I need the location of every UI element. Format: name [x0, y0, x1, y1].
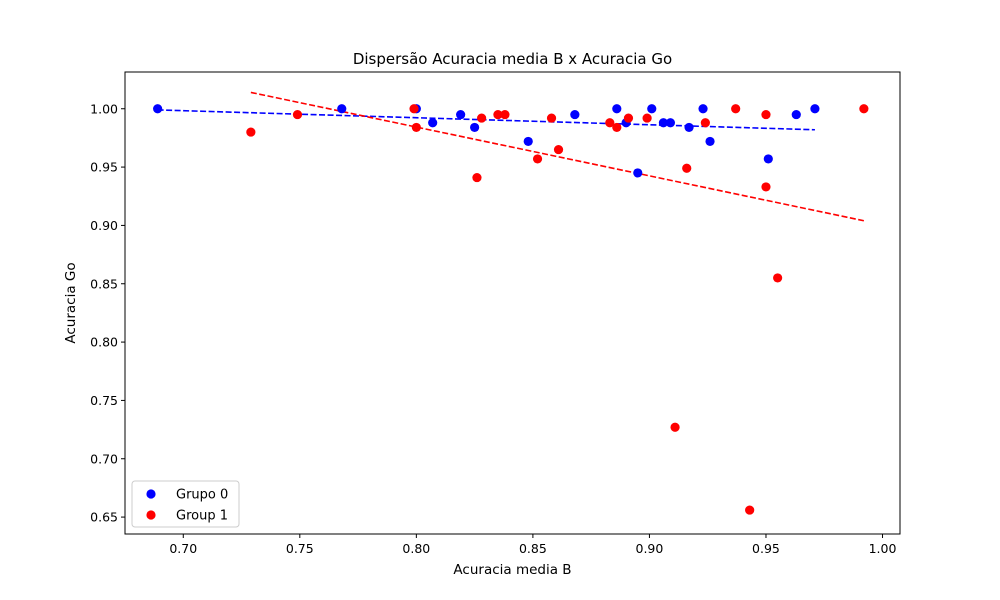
data-point-series-0 [698, 104, 708, 114]
legend-label-series-0: Grupo 0 [176, 488, 228, 503]
data-point-series-1 [472, 172, 482, 183]
data-point-series-1 [761, 182, 771, 192]
data-point-series-1 [409, 104, 419, 114]
y-tick-label: 0.70 [90, 451, 118, 466]
x-axis-ticks: 0.70 0.75 0.80 0.85 0.90 0.95 1.00 [169, 534, 896, 556]
data-point-series-1 [493, 109, 503, 120]
data-point-series-1 [292, 109, 303, 120]
data-point-series-1 [532, 154, 543, 164]
data-point-series-0 [647, 104, 657, 114]
data-point-series-0 [337, 104, 347, 114]
data-point-series-0 [705, 136, 715, 147]
legend-marker-series-0 [146, 489, 156, 499]
data-point-series-1 [773, 273, 783, 283]
data-point-series-1 [612, 122, 622, 133]
data-point-series-1 [411, 122, 421, 133]
data-point-series-0 [791, 109, 801, 120]
y-axis-ticks: 0.65 0.70 0.75 0.80 0.85 0.90 0.95 1.00 [90, 101, 125, 525]
legend: Grupo 0 Group 1 [131, 480, 240, 528]
y-tick-label: 0.90 [90, 218, 118, 233]
data-point-series-1 [745, 505, 755, 515]
data-point-series-1 [500, 109, 510, 120]
chart-title: Dispersão Acuracia media B x Acuracia Go [353, 50, 672, 68]
trend-line-series-1 [250, 91, 865, 222]
data-point-series-1 [246, 127, 256, 137]
data-point-series-1 [642, 113, 652, 123]
plot-area [125, 72, 900, 534]
y-tick-label: 0.75 [90, 393, 118, 408]
data-point-series-0 [428, 118, 438, 128]
legend-marker-series-1 [146, 510, 156, 520]
x-tick-label: 1.00 [869, 541, 897, 556]
data-point-series-0 [153, 104, 163, 114]
legend-label-series-1: Group 1 [176, 509, 228, 524]
data-point-series-0 [763, 154, 773, 164]
data-point-series-1 [553, 144, 564, 155]
data-point-series-1 [477, 113, 487, 123]
y-tick-label: 0.95 [90, 160, 118, 175]
data-point-series-0 [456, 109, 466, 120]
data-point-series-1 [731, 104, 741, 114]
x-tick-label: 0.85 [519, 541, 547, 556]
data-point-series-0 [665, 118, 676, 128]
x-tick-label: 0.75 [286, 541, 314, 556]
y-tick-label: 0.85 [90, 276, 118, 291]
data-points [153, 104, 869, 515]
data-point-series-1 [682, 163, 692, 173]
data-point-series-1 [761, 109, 771, 120]
data-point-series-0 [658, 118, 669, 128]
x-tick-label: 0.95 [752, 541, 780, 556]
data-point-series-1 [700, 118, 710, 128]
data-point-series-1 [623, 113, 634, 123]
data-point-series-0 [470, 122, 480, 133]
data-point-series-0 [810, 104, 820, 114]
plot-background [125, 72, 900, 534]
x-tick-label: 0.80 [402, 541, 430, 556]
data-point-series-0 [570, 109, 580, 120]
y-tick-label: 1.00 [90, 101, 118, 116]
data-point-series-1 [605, 118, 615, 128]
y-tick-label: 0.65 [90, 510, 118, 525]
data-point-series-0 [523, 136, 533, 147]
legend-box [131, 480, 240, 528]
x-tick-label: 0.70 [169, 541, 197, 556]
data-point-series-1 [546, 113, 557, 123]
plot-frame [124, 71, 901, 535]
data-point-series-0 [684, 122, 694, 133]
x-tick-label: 0.90 [636, 541, 664, 556]
data-point-series-0 [633, 168, 643, 178]
x-axis-label: Acuracia media B [453, 562, 571, 578]
data-point-series-0 [612, 104, 622, 114]
data-point-series-1 [670, 422, 680, 432]
data-point-series-1 [859, 104, 869, 114]
y-axis-label: Acuracia Go [63, 262, 79, 343]
y-tick-label: 0.80 [90, 335, 118, 350]
